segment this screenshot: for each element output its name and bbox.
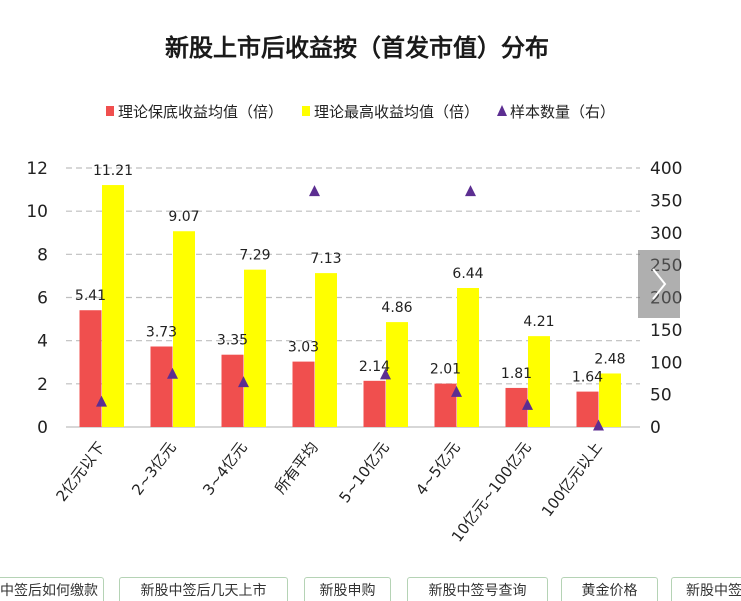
x-tick-label: 10亿元~100亿元 — [448, 439, 535, 546]
y-tick-label-right: 400 — [650, 159, 682, 179]
link-xingu-shengou[interactable]: 新股申购 — [304, 577, 391, 601]
data-label-series-2-item-6: 6.44 — [452, 266, 483, 282]
legend-label-baodi: 理论保底收益均值（倍） — [118, 103, 283, 121]
y-tick-label-left: 12 — [26, 159, 48, 179]
x-tick-label: 4~5亿元 — [412, 439, 463, 499]
data-label-series-2-item-2: 9.07 — [168, 209, 199, 225]
chevron-right-icon — [652, 268, 667, 300]
x-tick-label: 2亿元以下 — [52, 439, 108, 505]
data-label-series-1-item-5: 2.14 — [359, 359, 390, 375]
y-tick-label-left: 8 — [37, 245, 48, 265]
data-label-series-2-item-1: 11.21 — [93, 163, 133, 179]
data-label-series-2-item-8: 2.48 — [594, 351, 625, 367]
y-tick-label-left: 2 — [37, 375, 48, 395]
bar-series-1-item-3 — [221, 354, 244, 427]
related-links: 中签后如何缴款 新股中签后几天上市 新股申购 新股中签号查询 黄金价格 新股中签 — [0, 577, 741, 601]
marker-sample-extra-1 — [465, 185, 476, 197]
y-tick-label-left: 6 — [37, 289, 48, 309]
bar-series-1-item-2 — [150, 346, 173, 427]
legend-label-sample: 样本数量（右） — [510, 103, 615, 121]
y-tick-label-right: 100 — [650, 353, 682, 373]
bar-series-1-item-4 — [292, 361, 315, 427]
bar-series-2-item-2 — [173, 231, 195, 427]
data-label-series-1-item-3: 3.35 — [217, 333, 248, 349]
link-zhongqian-shangshi[interactable]: 新股中签后几天上市 — [119, 577, 288, 601]
marker-sample-item-2 — [167, 367, 178, 379]
y-tick-label-right: 150 — [650, 321, 682, 341]
bar-series-1-item-6 — [434, 383, 457, 427]
legend-marker-baodi — [106, 106, 114, 116]
data-label-series-1-item-4: 3.03 — [288, 340, 319, 356]
bar-series-2-item-5 — [386, 322, 408, 427]
x-tick-label: 100亿元以上 — [538, 439, 606, 521]
bar-series-1-item-8 — [576, 391, 599, 427]
data-label-series-2-item-5: 4.86 — [381, 300, 412, 316]
data-label-series-2-item-4: 7.13 — [310, 251, 341, 267]
x-tick-label: 3~4亿元 — [199, 439, 250, 499]
bar-series-2-item-1 — [102, 185, 124, 427]
y-tick-label-left: 0 — [37, 418, 48, 438]
bar-series-1-item-5 — [363, 380, 386, 427]
chart-title: 新股上市后收益按（首发市值）分布 — [165, 34, 549, 62]
bar-series-1-item-7 — [505, 387, 528, 427]
marker-sample-item-4 — [309, 185, 320, 197]
bar-series-2-item-6 — [457, 288, 479, 427]
data-label-series-1-item-2: 3.73 — [146, 324, 177, 340]
marker-sample-item-3 — [238, 376, 249, 388]
bar-series-2-item-7 — [528, 336, 550, 427]
bar-series-2-item-3 — [244, 269, 266, 427]
marker-sample-item-6 — [451, 385, 462, 397]
y-tick-label-right: 350 — [650, 191, 682, 211]
sample-markers — [96, 185, 604, 431]
carousel-next-button[interactable] — [638, 250, 680, 318]
link-xingu-zhongqian[interactable]: 新股中签 — [671, 577, 741, 601]
x-tick-label: 所有平均 — [271, 439, 321, 498]
marker-sample-item-7 — [522, 398, 533, 410]
data-label-series-1-item-7: 1.81 — [501, 366, 532, 382]
marker-sample-item-5 — [380, 368, 391, 380]
legend-label-zuigao: 理论最高收益均值（倍） — [314, 103, 479, 121]
data-label-series-1-item-1: 5.41 — [75, 288, 106, 304]
data-label-series-2-item-7: 4.21 — [523, 314, 554, 330]
legend-marker-triangle-icon — [497, 105, 507, 116]
bar-series-2-item-8 — [599, 373, 621, 427]
data-label-series-1-item-8: 1.64 — [572, 370, 603, 386]
marker-sample-item-1 — [96, 395, 107, 407]
x-tick-label: 5~10亿元 — [335, 439, 392, 507]
x-tick-label: 2~3亿元 — [128, 439, 179, 499]
link-zhongqian-jiaokuan[interactable]: 中签后如何缴款 — [0, 577, 104, 601]
data-label-series-2-item-3: 7.29 — [239, 248, 270, 264]
bars — [79, 185, 621, 427]
link-zhongqianhao-chaxun[interactable]: 新股中签号查询 — [407, 577, 548, 601]
chart: 理论保底收益均值（倍） 理论最高收益均值（倍） 样本数量（右） 0 2 4 6 8 10 1… — [26, 103, 682, 546]
legend-marker-zuigao — [302, 106, 310, 116]
y-tick-label-right: 50 — [650, 386, 672, 406]
x-axis-labels: 2亿元以下 2~3亿元 3~4亿元 所有平均 5~10亿元 4~5亿元10亿元~100亿元… — [52, 439, 605, 546]
y-tick-label-right: 0 — [650, 418, 661, 438]
link-huangjin-jiage[interactable]: 黄金价格 — [561, 577, 658, 601]
data-labels: 5.41 3.73 3.35 3.03 2.14 2.01 1.81 1.64 11.21 9.0… — [75, 163, 626, 386]
bar-series-2-item-4 — [315, 273, 337, 427]
marker-sample-item-8 — [593, 419, 604, 431]
legend: 理论保底收益均值（倍） 理论最高收益均值（倍） 样本数量（右） — [106, 103, 615, 121]
bar-series-1-item-1 — [79, 310, 102, 427]
y-tick-label-left: 10 — [26, 202, 48, 222]
y-tick-label-right: 300 — [650, 224, 682, 244]
data-label-series-1-item-6: 2.01 — [430, 362, 461, 378]
y-tick-label-left: 4 — [37, 332, 48, 352]
